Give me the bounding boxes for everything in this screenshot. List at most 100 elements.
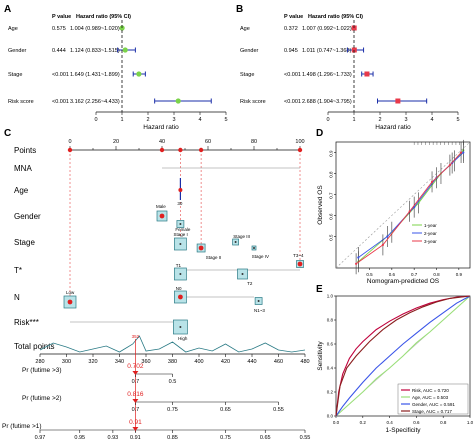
nomogram-row-label: Gender	[14, 212, 41, 221]
risk-level: Low	[66, 290, 75, 295]
roc-xtick-label: 0.2	[360, 420, 367, 425]
forest-b-row-p: <0.001	[284, 99, 301, 105]
nomogram-row-label: Risk***	[14, 318, 39, 327]
pr2-tick-label: 0.7	[132, 407, 140, 413]
pr1-tick-label: 0.65	[260, 435, 271, 440]
forest-b-point	[395, 98, 401, 104]
pr1-tick-label: 0.93	[108, 435, 119, 440]
age-value: 30	[177, 201, 183, 206]
forest-b-tick-label: 3	[404, 117, 407, 123]
forest-b-row-p: <0.001	[284, 72, 301, 78]
roc-ytick-label: 0.6	[327, 342, 334, 347]
forest-a-row-name: Gender	[8, 48, 27, 54]
gender-level: Male	[156, 204, 166, 209]
calib-legend-label: 3-year	[424, 239, 437, 244]
roc-ytick-label: 1.0	[327, 294, 334, 299]
stage-4-box-dot	[253, 247, 255, 249]
panel-label-e: E	[316, 284, 323, 295]
calib-point	[357, 256, 360, 259]
calib-point	[462, 151, 465, 154]
forest-a-header-p: P value	[52, 14, 71, 20]
forest-a-tick-label: 3	[172, 117, 175, 123]
forest-b-point	[364, 71, 370, 77]
n-marker	[178, 294, 183, 300]
calib-legend-label: 1-year	[424, 223, 437, 228]
stage-level: Stage I	[174, 232, 188, 237]
forest-a-row-hr: 1.004 (0.989~1.020)	[70, 26, 120, 32]
forest-a-tick-label: 2	[146, 117, 149, 123]
calib-point	[408, 210, 411, 213]
points-marker	[159, 147, 165, 153]
calib-xtick-label: 0.7	[411, 272, 418, 277]
total-tick-label: 380	[168, 359, 177, 365]
calib-ylabel: Observed OS	[317, 185, 324, 225]
stage-level: Stage II	[206, 255, 222, 260]
pr1-tick-label: 0.55	[300, 435, 311, 440]
risk-marker	[67, 299, 73, 305]
forest-a-tick-label: 0	[94, 117, 97, 123]
risk-high-box-dot	[179, 326, 182, 328]
calib-xtick-label: 0.8	[433, 272, 440, 277]
forest-a-row-name: Stage	[8, 72, 22, 78]
pr2-tick-label: 0.65	[220, 407, 231, 413]
forest-a-row-hr: 3.162 (2.256~4.433)	[70, 99, 120, 105]
forest-a-row-p: 0.444	[52, 48, 66, 54]
total-tick-label: 460	[274, 359, 283, 365]
calib-ytick-label: 0.5	[329, 234, 334, 241]
n-level: N1~3	[254, 308, 265, 313]
t-marker	[297, 261, 303, 267]
calib-point	[381, 243, 384, 246]
forest-a-header-hr: Hazard ratio (95% CI)	[76, 14, 131, 20]
calib-ytick-label: 0.6	[329, 213, 334, 220]
forest-a-tick-label: 1	[120, 117, 123, 123]
calib-ytick-label: 0.8	[329, 171, 334, 178]
total-tick-label: 420	[221, 359, 230, 365]
total-tick-label: 480	[300, 359, 309, 365]
total-tick-label: 440	[247, 359, 256, 365]
pr1-tick-label: 0.85	[167, 435, 178, 440]
total-tick-label: 280	[35, 359, 44, 365]
t2-box-dot	[241, 273, 244, 275]
t-level: T2	[247, 281, 253, 286]
roc-legend-label: Risk, AUC = 0.720	[412, 388, 449, 393]
gender-marker	[159, 213, 165, 219]
roc-xtick-label: 0.6	[413, 420, 420, 425]
pr2-marker	[132, 399, 139, 403]
calib-xtick-label: 0.6	[389, 272, 396, 277]
calibration-plot: 0.5 0.6 0.7 0.8 0.9 0.5 0.6 0.7 0.8 0.9 Nomogram-p…	[317, 139, 471, 285]
pr3-value: 0.702	[127, 363, 144, 370]
calib-frame	[335, 141, 471, 269]
total-marker-value: 352	[132, 334, 140, 339]
forest-b-row-name: Age	[240, 26, 250, 32]
nomogram-row-label: MNA	[14, 164, 32, 173]
forest-b-row-p: 0.945	[284, 48, 298, 54]
stage-1-box-dot	[179, 243, 182, 245]
roc-legend-label: Stage, AUC = 0.717	[412, 409, 452, 414]
total-tick-label: 400	[194, 359, 203, 365]
calib-line	[358, 152, 464, 258]
calib-point	[448, 164, 451, 167]
forest-a-row-name: Risk score	[8, 99, 34, 105]
pr1-label: Pr (futime >1)	[2, 423, 42, 430]
nomogram-row-label: N	[14, 293, 20, 302]
gender-female-box-dot	[179, 223, 182, 225]
panel-label-b: B	[236, 4, 243, 15]
roc-ylabel: Sensitivity	[317, 341, 324, 371]
forest-a-xlabel: Hazard ratio	[143, 124, 179, 131]
pr3-label: Pr (futime >3)	[22, 367, 62, 374]
forest-a-row-p: 0.575	[52, 26, 66, 32]
roc-chart: 0.0 0.2 0.4 0.6 0.8 1.0 0.0 0.2 0.4 0.6 0.8 1.0 1-Sp…	[317, 294, 474, 435]
t-level: T1	[176, 263, 182, 268]
total-tick-label: 340	[115, 359, 124, 365]
panel-label-a: A	[4, 4, 11, 15]
pr1-value: 0.91	[129, 419, 142, 426]
forest-a-point	[122, 47, 128, 53]
calib-point	[386, 235, 389, 238]
n1-box-dot	[257, 300, 260, 302]
pr1-tick-label: 0.75	[220, 435, 231, 440]
forest-b-tick-label: 4	[430, 117, 433, 123]
roc-curve	[335, 295, 471, 417]
calib-xtick-label: 0.9	[456, 272, 463, 277]
pr1-tick-label: 0.97	[35, 435, 46, 440]
roc-xtick-label: 1.0	[467, 420, 474, 425]
